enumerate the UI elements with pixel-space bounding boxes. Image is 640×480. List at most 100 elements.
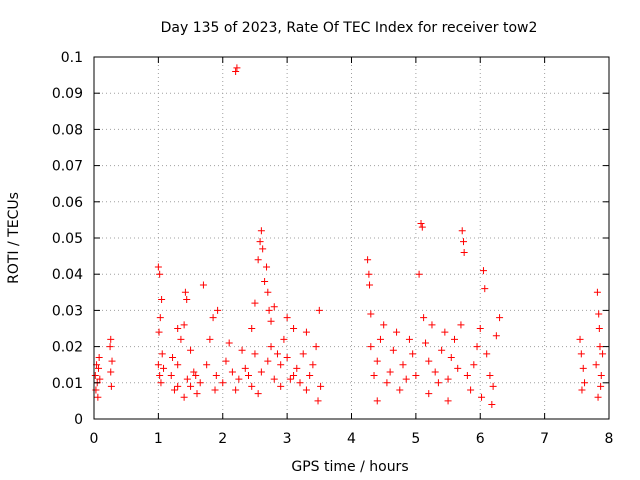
data-point <box>245 372 252 380</box>
data-point <box>209 314 217 322</box>
data-point <box>596 343 604 351</box>
data-point <box>415 270 423 278</box>
data-point <box>174 361 182 369</box>
data-point <box>470 361 478 369</box>
data-point <box>454 364 462 372</box>
data-point <box>235 375 243 383</box>
data-point <box>597 382 605 390</box>
data-point <box>264 357 272 365</box>
data-point <box>270 375 278 383</box>
data-point <box>463 372 471 380</box>
data-point <box>366 281 374 289</box>
y-tick-label-5: 0.05 <box>52 231 83 247</box>
data-point <box>576 335 584 343</box>
data-point <box>599 350 607 358</box>
data-point <box>383 379 391 387</box>
data-point <box>219 379 227 387</box>
data-point <box>167 372 175 380</box>
data-point <box>203 361 211 369</box>
data-point <box>95 364 103 372</box>
data-point <box>312 343 320 351</box>
data-point <box>257 368 265 376</box>
data-point <box>317 382 325 390</box>
data-point <box>283 353 291 361</box>
y-tick-label-3: 0.03 <box>52 303 83 319</box>
data-point <box>248 382 256 390</box>
data-point <box>386 368 394 376</box>
data-point <box>460 238 468 246</box>
data-point <box>290 372 298 380</box>
y-tick-label-8: 0.08 <box>52 122 83 138</box>
data-point <box>595 325 603 332</box>
data-point <box>254 390 262 398</box>
data-point <box>373 397 381 405</box>
data-point <box>261 277 269 285</box>
data-point <box>376 335 384 343</box>
data-point <box>106 343 114 351</box>
chart-title: Day 135 of 2023, Rate Of TEC Index for r… <box>161 20 538 36</box>
data-point <box>192 372 200 380</box>
data-point <box>206 335 214 343</box>
data-point <box>199 281 207 289</box>
data-point <box>156 372 164 380</box>
data-point <box>315 306 323 314</box>
data-point <box>473 343 481 351</box>
x-tick-label-8: 8 <box>605 431 614 447</box>
data-point <box>476 325 484 332</box>
y-axis-ticks: 0 0.01 0.02 0.03 0.04 0.05 0.06 0.07 0.08 0.09 0.1 <box>52 50 609 428</box>
data-point <box>597 372 605 380</box>
data-point <box>478 393 486 401</box>
data-point <box>254 256 262 264</box>
data-point <box>193 390 201 398</box>
data-point <box>581 379 589 387</box>
data-point <box>299 350 307 358</box>
data-point <box>263 263 271 271</box>
data-point <box>169 353 177 361</box>
data-point <box>170 386 178 394</box>
data-point <box>425 357 433 365</box>
data-point <box>181 288 189 296</box>
data-point <box>496 314 504 322</box>
data-point <box>492 332 500 340</box>
data-point <box>438 346 446 354</box>
data-point <box>183 296 191 304</box>
x-tick-label-0: 0 <box>90 431 99 447</box>
data-point <box>425 390 433 398</box>
data-point <box>412 372 420 380</box>
y-tick-label-6: 0.06 <box>52 195 83 211</box>
data-point <box>367 343 375 351</box>
data-point <box>399 361 407 369</box>
data-point <box>174 325 182 332</box>
data-point <box>405 335 413 343</box>
data-point <box>422 339 430 347</box>
data-point <box>96 375 104 383</box>
data-point <box>370 372 378 380</box>
data-point <box>447 353 455 361</box>
data-point <box>417 220 425 228</box>
data-point <box>434 379 442 387</box>
data-point <box>156 270 164 278</box>
data-point <box>309 361 317 369</box>
data-point <box>259 245 267 253</box>
data-points <box>91 64 607 409</box>
data-point <box>441 328 449 336</box>
data-point <box>158 350 166 358</box>
data-point <box>92 386 100 394</box>
data-point <box>225 339 233 347</box>
y-tick-label-10: 0.1 <box>61 50 83 66</box>
data-point <box>91 372 99 380</box>
data-point <box>107 382 115 390</box>
data-point <box>373 357 381 365</box>
data-point <box>251 350 259 358</box>
data-point <box>155 328 163 336</box>
data-point <box>286 375 294 383</box>
data-point <box>273 350 281 358</box>
data-point <box>577 350 585 358</box>
data-point <box>306 372 314 380</box>
x-tick-label-3: 3 <box>283 431 292 447</box>
data-point <box>579 364 587 372</box>
data-point <box>222 357 230 365</box>
x-tick-label-1: 1 <box>154 431 163 447</box>
data-point <box>460 248 468 256</box>
data-point <box>174 382 182 390</box>
